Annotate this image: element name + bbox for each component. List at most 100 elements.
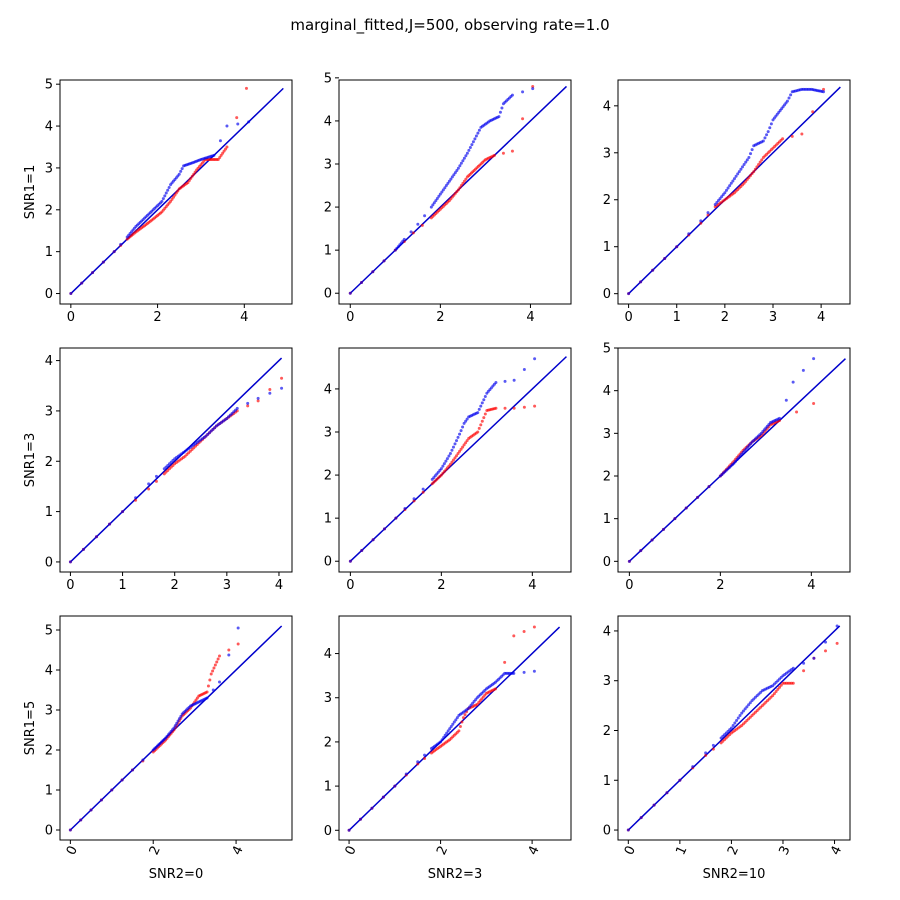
- data-point: [147, 487, 151, 491]
- row-label: SNR1=1: [23, 165, 38, 219]
- data-point: [211, 669, 215, 673]
- data-point: [739, 167, 743, 171]
- data-point: [734, 174, 738, 178]
- data-point: [409, 230, 413, 234]
- data-point: [119, 242, 123, 246]
- data-point: [371, 270, 375, 274]
- data-point: [219, 153, 223, 157]
- data-point: [665, 791, 669, 795]
- data-point: [822, 90, 826, 94]
- data-point: [711, 743, 715, 747]
- data-point: [464, 177, 468, 181]
- data-point: [791, 380, 795, 384]
- data-point: [121, 510, 125, 514]
- data-point: [218, 139, 222, 143]
- data-point: [450, 175, 454, 179]
- data-point: [394, 516, 398, 520]
- data-point: [477, 407, 481, 411]
- axes-frame: [338, 347, 572, 573]
- data-point: [464, 419, 468, 423]
- data-point: [175, 721, 179, 725]
- y-tick-label: 3: [45, 404, 53, 419]
- data-point: [627, 292, 631, 296]
- data-point: [480, 401, 484, 405]
- data-point: [492, 153, 496, 157]
- data-point: [455, 439, 459, 443]
- subplot-r3-c2: 0 2 4 0 1 2 3 4 SNR2=3: [324, 615, 572, 882]
- x-tick-label: 4: [528, 578, 536, 593]
- data-point: [735, 719, 739, 723]
- data-point: [745, 705, 749, 709]
- data-point: [246, 404, 250, 408]
- data-point: [522, 368, 526, 372]
- data-point: [134, 498, 138, 502]
- data-point: [171, 195, 175, 199]
- data-point: [723, 191, 727, 195]
- x-tick-label: 4: [526, 310, 534, 325]
- axes-frame: [617, 79, 851, 305]
- series-red: [347, 625, 536, 832]
- data-point: [280, 376, 284, 380]
- subplot-r3-c1: 0 2 4 0 1 2 3 4 5 SNR1=5 SNR2=0: [23, 615, 293, 882]
- y-tick-label: 4: [324, 382, 332, 397]
- series-red: [348, 404, 537, 563]
- data-point: [458, 164, 462, 168]
- x-tick-label: 2: [437, 578, 445, 593]
- data-point: [416, 762, 420, 766]
- data-point: [781, 137, 785, 141]
- y-tick-label: 4: [603, 384, 611, 399]
- x-tick-label: 4: [240, 310, 248, 325]
- data-point: [480, 419, 484, 423]
- data-point: [532, 669, 536, 673]
- data-point: [778, 685, 782, 689]
- data-point: [791, 666, 795, 670]
- axes-frame: [617, 347, 851, 573]
- data-point: [724, 188, 728, 192]
- y-tick-label: 4: [603, 99, 611, 114]
- data-point: [447, 454, 451, 458]
- data-point: [459, 161, 463, 165]
- data-point: [218, 654, 221, 658]
- data-point: [501, 151, 505, 155]
- data-point: [440, 738, 444, 742]
- data-point: [835, 624, 839, 628]
- data-point: [89, 808, 93, 812]
- data-point: [789, 93, 793, 97]
- data-point: [731, 179, 735, 183]
- data-point: [206, 684, 210, 688]
- y-tick-label: 4: [324, 647, 332, 662]
- data-point: [225, 145, 229, 149]
- data-point: [462, 421, 466, 425]
- data-point: [663, 256, 667, 260]
- series-blue: [69, 120, 251, 296]
- series-blue: [348, 87, 535, 295]
- data-point: [729, 181, 733, 185]
- data-point: [462, 179, 466, 183]
- data-point: [80, 281, 84, 285]
- data-point: [824, 649, 828, 653]
- data-point: [474, 134, 478, 138]
- y-tick-label: 2: [45, 744, 53, 759]
- data-point: [441, 464, 445, 468]
- data-point: [211, 688, 215, 692]
- y-tick-label: 5: [45, 78, 53, 93]
- data-point: [741, 165, 745, 169]
- data-point: [731, 724, 735, 728]
- data-point: [432, 201, 436, 205]
- data-point: [176, 719, 180, 723]
- y-tick-label: 0: [45, 824, 53, 839]
- data-point: [639, 549, 643, 553]
- series-blue: [626, 624, 839, 832]
- series-blue: [347, 669, 536, 832]
- data-point: [382, 259, 386, 263]
- data-point: [421, 487, 425, 491]
- data-point: [370, 806, 374, 810]
- data-point: [445, 731, 449, 735]
- data-point: [442, 462, 446, 466]
- data-point: [164, 191, 168, 195]
- data-point: [699, 219, 703, 223]
- data-point: [193, 170, 197, 174]
- data-point: [772, 692, 776, 696]
- data-point: [205, 690, 209, 694]
- data-point: [461, 445, 465, 449]
